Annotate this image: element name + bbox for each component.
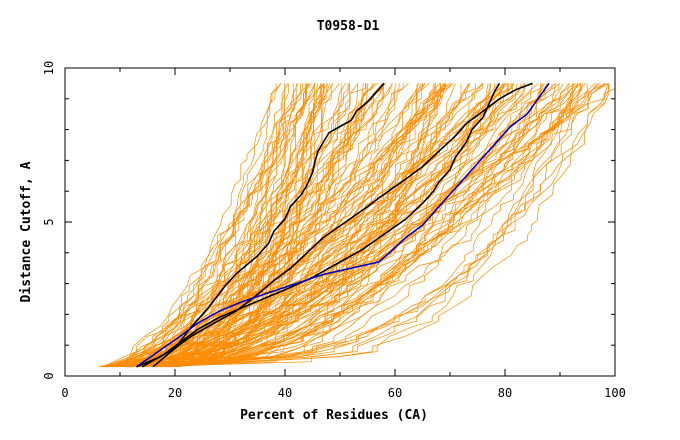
model-curve [169,83,469,368]
y-tick-label: 10 [42,61,56,75]
model-curve [173,83,550,368]
model-curve [172,83,505,368]
model-curve [138,83,545,368]
model-curve [153,83,325,368]
plot-area [98,82,615,368]
model-curve [148,83,518,368]
model-curve [156,83,420,368]
model-curve [101,83,579,368]
model-curve [134,83,454,368]
model-curve [166,83,513,368]
model-curve [162,83,446,368]
model-curve [132,83,350,368]
model-curve [133,83,410,368]
model-curve [129,83,610,368]
model-curve [135,83,601,368]
model-curve [113,83,430,368]
model-curve [153,83,321,368]
model-curve [165,83,564,368]
model-curve [171,83,507,368]
model-curve [110,83,308,368]
highlight-curve-3 [141,82,501,368]
ticks: 0 20 40 60 80 100 0 5 10 [42,61,626,400]
model-curve [127,83,303,368]
model-curve [124,83,582,368]
model-curve [144,83,282,367]
model-curve [113,83,609,368]
model-curve [116,83,569,368]
model-curve [172,83,446,368]
model-curve [104,83,346,368]
x-tick-label: 60 [388,386,402,400]
x-tick-label: 40 [278,386,292,400]
model-curve [166,83,542,368]
model-curve [177,83,512,368]
model-curve [134,83,609,368]
model-curve [126,83,576,368]
model-curve [152,83,297,368]
model-curve [165,83,332,368]
model-curve [165,83,441,368]
model-curve [125,83,484,368]
model-curve [137,83,605,368]
model-curve [141,83,426,368]
model-curve [139,83,579,368]
y-axis-label: Distance Cutoff, A [19,161,34,302]
model-curve [165,83,574,368]
x-tick-label: 20 [168,386,182,400]
model-curve [176,83,373,368]
model-curve [164,83,553,368]
model-curve [119,83,422,368]
model-curve [139,83,366,368]
model-curve [167,83,286,368]
y-tick-label: 5 [42,218,56,225]
model-curve [126,83,446,368]
model-curve [170,83,588,368]
model-curve [134,83,384,368]
model-curve [131,83,383,368]
model-curve [160,83,609,368]
model-curve [126,83,510,368]
model-curve [104,83,586,368]
y-tick-label: 0 [42,372,56,379]
model-curve [132,83,615,368]
model-curve [98,83,382,368]
model-curve [130,83,533,368]
model-curve [165,83,583,368]
x-tick-label: 0 [61,386,68,400]
highlight-curve-2 [136,82,533,368]
model-curve [114,83,367,368]
chart-title: T0958-D1 [317,19,380,34]
x-axis-label: Percent of Residues (CA) [240,408,428,423]
model-curve [172,83,364,368]
model-curve [158,83,424,368]
model-curve [107,83,325,368]
model-curve [168,83,350,368]
model-curve [166,83,376,368]
highlight-curve-4 [136,82,550,368]
x-tick-label: 100 [604,386,626,400]
x-tick-label: 80 [498,386,512,400]
model-curve [108,83,560,368]
model-curve [158,83,499,368]
model-curve [120,83,607,368]
model-curve [115,83,322,368]
highlight-curve-1 [152,82,385,368]
model-curve [137,83,582,368]
